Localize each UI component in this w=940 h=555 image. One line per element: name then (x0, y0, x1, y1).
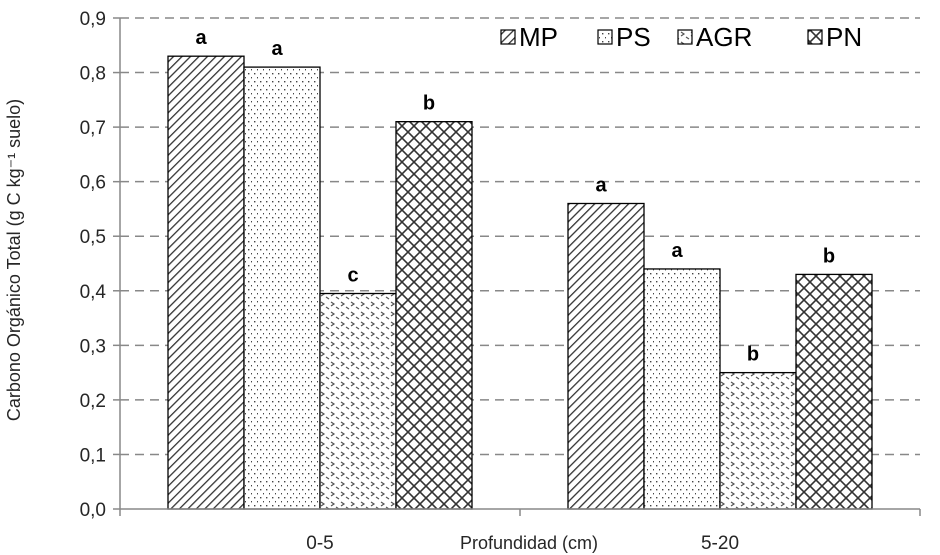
y-tick-label: 0,6 (80, 173, 106, 194)
significance-letter: b (823, 245, 835, 267)
significance-letter: a (195, 27, 207, 49)
y-tick-label: 0,9 (80, 9, 106, 30)
significance-letter: c (347, 265, 358, 287)
legend-swatch-agr (677, 29, 693, 45)
legend-swatch-mp (500, 29, 516, 45)
legend-label-mp: MP (519, 22, 558, 52)
bar-pn-0-5 (395, 121, 473, 510)
significance-letters: a a c b a a b b (195, 27, 835, 365)
x-axis-title: Profundidad (cm) (460, 533, 598, 553)
y-tick-label: 0,3 (80, 336, 106, 357)
bar-ps-0-5 (243, 66, 321, 510)
legend: MP PS AGR PN (500, 22, 862, 52)
significance-letter: b (423, 93, 435, 115)
y-tick-label: 0,8 (80, 64, 106, 85)
legend-label-agr: AGR (696, 22, 752, 52)
bar-ps-5-20 (643, 268, 721, 510)
bars (167, 55, 873, 510)
bar-mp-0-5 (167, 55, 245, 510)
bar-mp-5-20 (567, 202, 645, 510)
significance-letter: a (671, 240, 683, 262)
y-tick-label: 0,2 (80, 391, 106, 412)
bar-pn-5-20 (795, 273, 873, 510)
y-axis-ticks: 0,0 0,1 0,2 0,3 0,4 0,5 0,6 0,7 0,8 0,9 (80, 9, 120, 521)
legend-label-ps: PS (616, 22, 651, 52)
bar-agr-5-20 (719, 371, 797, 510)
legend-swatch-ps (597, 29, 613, 45)
x-tick-label: 0-5 (306, 533, 333, 554)
y-axis-title: Carbono Orgánico Total (g C kg⁻¹ suelo) (4, 99, 24, 421)
x-axis-ticks: 0-5 5-20 (119, 509, 921, 554)
y-tick-label: 0,5 (80, 227, 106, 248)
bar-agr-0-5 (319, 292, 397, 510)
y-tick-label: 0,0 (80, 500, 106, 521)
significance-letter: b (747, 344, 759, 366)
y-tick-label: 0,1 (80, 445, 106, 466)
legend-swatch-pn (807, 29, 823, 45)
y-tick-label: 0,7 (80, 118, 106, 139)
y-tick-label: 0,4 (80, 282, 107, 303)
x-tick-label: 5-20 (701, 533, 739, 554)
significance-letter: a (595, 174, 607, 196)
legend-label-pn: PN (826, 22, 862, 52)
significance-letter: a (271, 38, 283, 60)
